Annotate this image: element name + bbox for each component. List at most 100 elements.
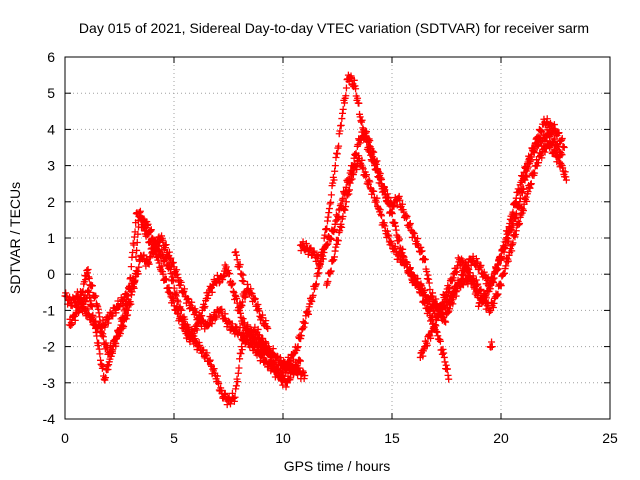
data-marker xyxy=(456,282,464,290)
data-marker xyxy=(289,356,297,364)
data-marker xyxy=(307,244,315,252)
data-point xyxy=(144,259,152,267)
data-marker xyxy=(324,278,332,285)
data-point xyxy=(488,343,496,351)
data-marker xyxy=(348,175,356,183)
data-marker xyxy=(79,287,87,295)
data-marker xyxy=(161,244,169,252)
data-marker xyxy=(440,349,448,357)
data-marker xyxy=(230,397,238,405)
y-tick-label: -1 xyxy=(43,302,56,318)
data-marker xyxy=(493,266,501,274)
y-tick-label: 2 xyxy=(47,194,55,210)
data-marker xyxy=(504,227,512,235)
data-marker xyxy=(339,109,347,117)
data-marker xyxy=(329,179,337,187)
data-marker xyxy=(315,269,323,277)
data-marker xyxy=(140,251,148,259)
data-marker xyxy=(241,337,249,345)
data-marker xyxy=(248,290,256,298)
data-marker xyxy=(409,228,417,236)
data-marker xyxy=(305,310,313,318)
data-marker xyxy=(173,266,181,274)
data-marker xyxy=(90,294,98,302)
data-marker xyxy=(236,324,244,332)
data-marker xyxy=(502,262,510,270)
data-point xyxy=(192,325,200,332)
data-marker xyxy=(542,144,550,152)
x-tick-label: 25 xyxy=(602,430,618,446)
data-marker xyxy=(234,378,242,386)
data-marker xyxy=(406,220,414,228)
data-marker xyxy=(85,274,93,282)
data-marker xyxy=(502,235,510,243)
data-marker xyxy=(418,247,426,255)
data-marker xyxy=(327,191,335,199)
data-marker xyxy=(238,346,246,354)
data-marker xyxy=(165,259,173,267)
data-marker xyxy=(294,364,302,372)
data-marker xyxy=(269,345,277,353)
data-marker xyxy=(516,219,524,227)
data-marker xyxy=(464,265,472,273)
data-marker xyxy=(173,289,181,297)
data-marker xyxy=(521,163,529,171)
data-point xyxy=(131,277,139,285)
data-point xyxy=(368,147,376,155)
data-marker xyxy=(225,270,233,278)
data-marker xyxy=(331,220,339,228)
data-marker xyxy=(300,323,308,331)
data-marker xyxy=(232,385,240,393)
data-marker xyxy=(177,305,185,313)
data-marker xyxy=(167,270,175,278)
data-marker xyxy=(273,365,281,373)
data-marker xyxy=(221,390,229,398)
data-marker xyxy=(372,160,380,168)
data-point xyxy=(124,296,132,304)
data-marker xyxy=(494,265,502,273)
data-marker xyxy=(237,350,245,358)
data-point xyxy=(445,375,453,383)
data-point xyxy=(299,325,307,332)
data-marker xyxy=(550,121,558,129)
data-marker xyxy=(88,282,96,290)
data-marker xyxy=(232,251,240,259)
y-tick-label: -3 xyxy=(43,375,56,391)
data-point xyxy=(427,328,435,336)
data-marker xyxy=(390,202,398,210)
data-point xyxy=(338,115,346,123)
data-marker xyxy=(508,217,516,225)
data-marker xyxy=(201,325,209,333)
data-marker xyxy=(476,263,484,271)
data-marker xyxy=(238,277,246,285)
data-marker xyxy=(194,319,202,327)
data-marker xyxy=(385,194,393,202)
data-marker xyxy=(372,198,380,206)
data-marker xyxy=(205,321,213,329)
data-marker xyxy=(234,369,242,377)
data-marker xyxy=(286,360,294,368)
data-marker xyxy=(519,207,527,215)
data-marker xyxy=(338,223,346,231)
data-point xyxy=(427,292,435,300)
data-marker xyxy=(452,268,460,276)
data-marker xyxy=(297,332,305,340)
data-marker xyxy=(82,298,90,306)
data-marker xyxy=(383,227,391,235)
data-marker xyxy=(413,240,421,248)
data-marker xyxy=(239,298,247,306)
data-marker xyxy=(506,215,514,223)
data-marker xyxy=(188,298,196,306)
data-marker xyxy=(523,197,531,205)
data-marker xyxy=(109,312,117,320)
data-marker xyxy=(347,176,355,184)
data-marker xyxy=(228,389,236,397)
data-marker xyxy=(541,148,549,156)
x-tick-label: 5 xyxy=(170,430,178,446)
data-marker xyxy=(345,186,353,194)
data-marker xyxy=(136,212,144,220)
data-marker xyxy=(439,345,447,353)
data-marker xyxy=(542,134,550,142)
data-marker xyxy=(477,285,485,293)
data-marker xyxy=(158,246,166,254)
